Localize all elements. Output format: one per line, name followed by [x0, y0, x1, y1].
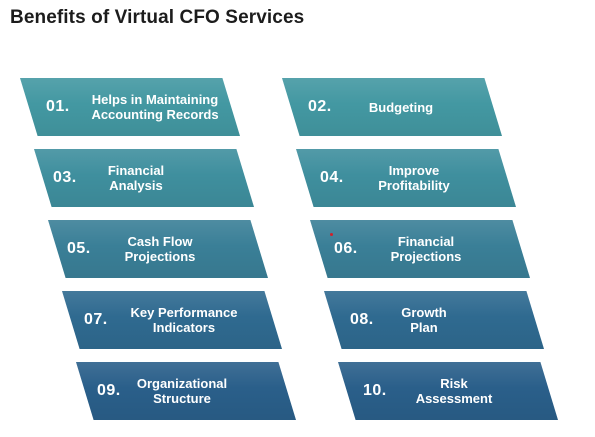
benefit-card-08: 08. Growth Plan — [324, 291, 544, 349]
benefit-card-05: 05. Cash Flow Projections — [48, 220, 268, 278]
card-shape — [310, 220, 530, 278]
benefit-number: 03. — [53, 169, 77, 186]
benefit-card-06: 06. Financial Projections — [310, 220, 530, 278]
benefit-label: Budgeting — [368, 99, 434, 115]
benefit-card-09: 09. Organizational Structure — [76, 362, 296, 420]
benefit-label: Financial Projections — [390, 234, 462, 264]
benefit-number: 02. — [308, 98, 332, 115]
card-shape — [62, 291, 282, 349]
card-shape — [324, 291, 544, 349]
benefit-number: 01. — [46, 98, 70, 115]
benefit-number: 07. — [84, 311, 108, 328]
card-shape — [296, 149, 516, 207]
benefit-label: Key Performance Indicators — [130, 305, 238, 335]
benefit-card-02: 02. Budgeting — [282, 78, 502, 136]
benefit-number: 06. — [334, 240, 358, 257]
benefit-number: 04. — [320, 169, 344, 186]
card-shape — [48, 220, 268, 278]
benefit-label: Improve Profitability — [378, 163, 450, 193]
benefit-label: Growth Plan — [401, 305, 447, 335]
card-shape — [76, 362, 296, 420]
benefit-card-03: 03. Financial Analysis — [34, 149, 254, 207]
card-shape — [34, 149, 254, 207]
red-dot-mark — [330, 233, 333, 236]
card-shape — [20, 78, 240, 136]
benefit-label: Financial Analysis — [107, 163, 165, 193]
benefit-card-01: 01. Helps in Maintaining Accounting Reco… — [20, 78, 240, 136]
card-shape — [338, 362, 558, 420]
benefit-number: 05. — [67, 240, 91, 257]
benefit-label: Cash Flow Projections — [124, 234, 196, 264]
benefit-label: Organizational Structure — [136, 376, 228, 406]
benefit-label: Helps in Maintaining Accounting Records — [91, 92, 219, 122]
benefit-number: 08. — [350, 311, 374, 328]
benefit-card-04: 04. Improve Profitability — [296, 149, 516, 207]
page-title: Benefits of Virtual CFO Services — [10, 7, 305, 28]
benefit-number: 09. — [97, 382, 121, 399]
benefit-number: 10. — [363, 382, 387, 399]
benefit-card-10: 10. Risk Assessment — [338, 362, 558, 420]
benefit-card-07: 07. Key Performance Indicators — [62, 291, 282, 349]
card-shape — [282, 78, 502, 136]
benefit-label: Risk Assessment — [415, 376, 493, 406]
